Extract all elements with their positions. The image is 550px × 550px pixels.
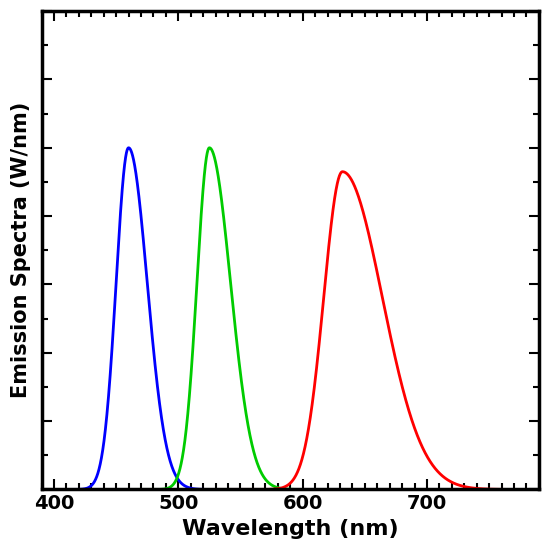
X-axis label: Wavelength (nm): Wavelength (nm) (182, 519, 399, 539)
Y-axis label: Emission Spectra (W/nm): Emission Spectra (W/nm) (11, 102, 31, 398)
